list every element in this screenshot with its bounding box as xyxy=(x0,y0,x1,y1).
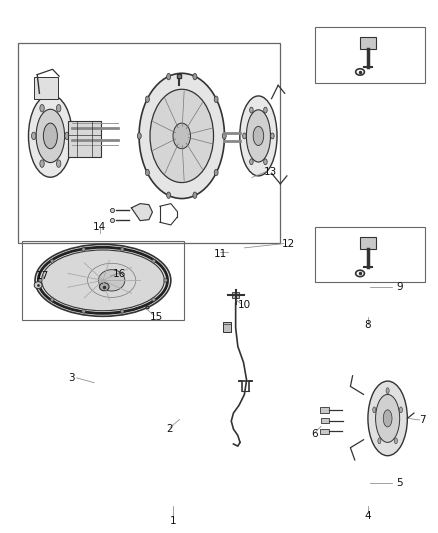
Ellipse shape xyxy=(36,109,65,163)
Ellipse shape xyxy=(120,310,124,313)
Ellipse shape xyxy=(42,250,164,311)
Bar xyxy=(320,429,328,434)
Ellipse shape xyxy=(82,310,85,313)
Ellipse shape xyxy=(57,104,61,112)
Ellipse shape xyxy=(253,126,264,146)
Ellipse shape xyxy=(139,74,224,199)
Ellipse shape xyxy=(375,394,399,442)
Ellipse shape xyxy=(222,133,226,139)
Ellipse shape xyxy=(250,159,253,165)
Polygon shape xyxy=(131,204,152,221)
Ellipse shape xyxy=(214,96,218,102)
Bar xyxy=(321,418,329,423)
Ellipse shape xyxy=(145,169,149,176)
Ellipse shape xyxy=(152,260,155,263)
Ellipse shape xyxy=(264,107,267,113)
Ellipse shape xyxy=(164,278,167,282)
Ellipse shape xyxy=(193,192,197,198)
Text: 7: 7 xyxy=(419,415,426,425)
Text: 10: 10 xyxy=(238,301,251,310)
Ellipse shape xyxy=(32,132,36,140)
Bar xyxy=(360,37,376,49)
Ellipse shape xyxy=(145,96,149,102)
Text: 14: 14 xyxy=(93,222,106,231)
Text: 12: 12 xyxy=(282,239,295,248)
Bar xyxy=(68,121,101,157)
Ellipse shape xyxy=(368,381,407,456)
Ellipse shape xyxy=(99,270,125,291)
Ellipse shape xyxy=(120,247,124,251)
Ellipse shape xyxy=(39,278,42,282)
Text: 1: 1 xyxy=(170,516,177,526)
Ellipse shape xyxy=(43,123,57,149)
Ellipse shape xyxy=(240,96,277,176)
Text: 5: 5 xyxy=(396,479,403,488)
Ellipse shape xyxy=(82,247,85,251)
Text: 6: 6 xyxy=(311,430,318,439)
Ellipse shape xyxy=(214,169,218,176)
Bar xyxy=(34,77,58,99)
Ellipse shape xyxy=(35,244,171,316)
Ellipse shape xyxy=(173,123,191,149)
Text: 11: 11 xyxy=(214,249,227,259)
Ellipse shape xyxy=(383,410,392,427)
Text: 17: 17 xyxy=(35,271,49,280)
Bar xyxy=(18,43,280,243)
Ellipse shape xyxy=(99,282,109,291)
Bar xyxy=(223,322,231,332)
Bar xyxy=(232,292,239,298)
Ellipse shape xyxy=(373,407,376,413)
Bar xyxy=(22,241,184,320)
Bar xyxy=(360,237,376,249)
Text: 15: 15 xyxy=(150,312,163,321)
Ellipse shape xyxy=(250,107,253,113)
Ellipse shape xyxy=(399,407,403,413)
Bar xyxy=(315,227,425,282)
Ellipse shape xyxy=(40,104,44,112)
Ellipse shape xyxy=(167,74,171,80)
Ellipse shape xyxy=(57,160,61,167)
Text: 13: 13 xyxy=(264,167,277,176)
Ellipse shape xyxy=(243,133,246,139)
Ellipse shape xyxy=(394,438,397,444)
Ellipse shape xyxy=(167,192,171,198)
Ellipse shape xyxy=(246,110,270,162)
Ellipse shape xyxy=(137,133,141,139)
Ellipse shape xyxy=(50,260,54,263)
Text: 4: 4 xyxy=(364,511,371,521)
Text: 16: 16 xyxy=(113,270,126,279)
Ellipse shape xyxy=(152,297,155,301)
Ellipse shape xyxy=(28,95,72,177)
Ellipse shape xyxy=(50,297,54,301)
Text: 8: 8 xyxy=(364,320,371,330)
Text: 3: 3 xyxy=(68,373,75,383)
Ellipse shape xyxy=(150,90,213,182)
Text: 9: 9 xyxy=(396,282,403,292)
Text: 2: 2 xyxy=(166,424,173,434)
Bar xyxy=(315,27,425,83)
Ellipse shape xyxy=(386,388,389,393)
Ellipse shape xyxy=(264,159,267,165)
Ellipse shape xyxy=(40,160,44,167)
Ellipse shape xyxy=(271,133,274,139)
Ellipse shape xyxy=(34,281,42,289)
Ellipse shape xyxy=(65,132,69,140)
Ellipse shape xyxy=(378,438,381,444)
Bar xyxy=(320,407,328,413)
Ellipse shape xyxy=(193,74,197,80)
